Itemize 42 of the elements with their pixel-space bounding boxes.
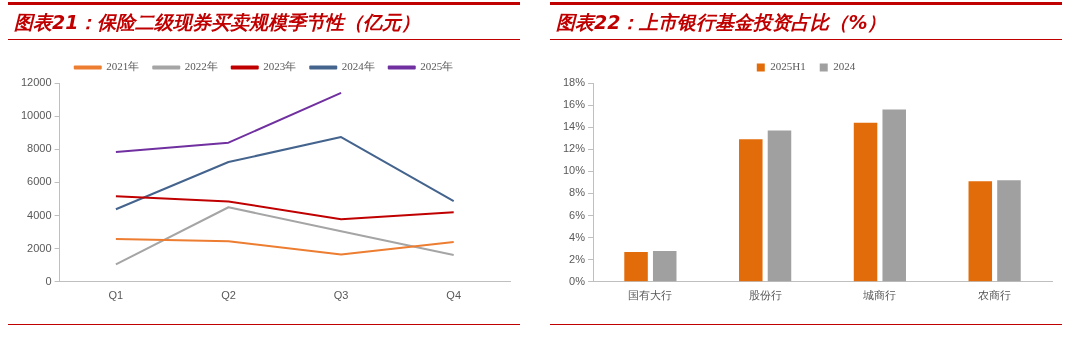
x-tick-label: Q2 <box>221 289 236 302</box>
legend-label: 2024年 <box>341 60 375 73</box>
bar <box>739 139 763 282</box>
bar <box>853 122 878 282</box>
legend-label: 2024 <box>833 60 856 73</box>
chart-title: 图表22：上市银行基金投资占比（%） <box>550 2 1062 40</box>
y-tick-label: 6% <box>569 208 586 221</box>
y-tick-label: 12% <box>562 142 586 155</box>
x-tick-label: 国有大行 <box>628 289 673 302</box>
legend-label: 2022年 <box>184 60 218 73</box>
bar <box>624 251 648 282</box>
bar <box>652 250 677 282</box>
bar <box>882 109 906 282</box>
y-tick-label: 14% <box>562 120 586 133</box>
x-tick-label: Q4 <box>446 289 462 302</box>
x-tick-label: 股份行 <box>748 289 782 302</box>
y-tick-label: 12000 <box>20 76 52 89</box>
x-tick-label: 城商行 <box>862 289 897 302</box>
y-tick-label: 8% <box>569 186 586 199</box>
y-tick-label: 18% <box>562 76 586 89</box>
bar <box>767 130 792 282</box>
chart-title: 图表21：保险二级现券买卖规模季节性（亿元） <box>8 2 520 40</box>
bar <box>997 180 1021 282</box>
legend-label: 2021年 <box>106 60 140 73</box>
y-tick-label: 2% <box>569 252 586 265</box>
y-tick-label: 16% <box>562 98 586 111</box>
y-tick-label: 2000 <box>27 241 52 254</box>
y-tick-label: 10% <box>562 164 586 177</box>
y-tick-label: 4000 <box>27 208 52 221</box>
x-tick-label: Q1 <box>108 289 124 302</box>
bar <box>968 181 993 282</box>
legend-label: 2023年 <box>263 60 297 73</box>
y-tick-label: 10000 <box>20 109 52 122</box>
x-tick-label: 农商行 <box>978 289 1012 302</box>
y-tick-label: 0 <box>45 274 52 287</box>
legend-label: 2025年 <box>420 60 454 73</box>
x-tick-label: Q3 <box>333 289 349 302</box>
y-tick-label: 8000 <box>27 142 52 155</box>
y-tick-label: 6000 <box>27 175 52 188</box>
y-tick-label: 4% <box>569 230 586 243</box>
legend-label: 2025H1 <box>770 60 806 73</box>
y-tick-label: 0% <box>569 274 586 287</box>
